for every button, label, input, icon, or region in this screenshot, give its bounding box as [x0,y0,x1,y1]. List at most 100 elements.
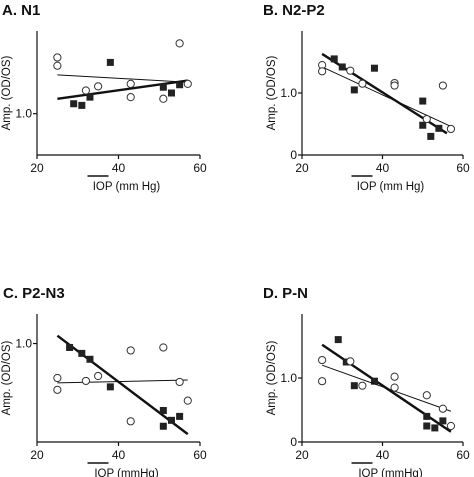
panel-label: B. N2-P2 [263,2,325,19]
x-axis-label: IOP (mm Hg) [357,181,425,193]
panel-c-p2-n3: C. P2-N3 20 40 60 1.0 IOP (mmHg) Amp. (OD/OS) [1,285,207,477]
data-point-square [334,336,342,344]
data-point-circle [446,421,456,431]
data-point-circle [438,404,447,413]
data-point-circle [390,372,399,381]
fit-line-open [57,74,188,83]
data-point-square [435,124,443,132]
data-point-circle [346,357,355,366]
data-point-square [86,93,94,101]
data-point-square [423,422,431,430]
y-axis-label: Amp. (OD/OS) [1,55,13,130]
data-point-square [106,383,114,391]
x-axis-label: IOP (mmHg) [358,468,422,477]
x-axis-label: IOP (mmHg) [94,468,158,477]
data-point-circle [438,81,447,90]
data-point-circle [159,343,168,352]
panel-label: A. N1 [2,2,40,19]
fit-line-open [321,364,452,412]
data-point-square [176,81,184,89]
data-point-square [370,377,378,385]
data-point-square [106,58,114,66]
x-tick-label: 60 [456,448,470,462]
data-point-circle [358,381,367,390]
data-point-square [427,132,435,140]
data-point-square [78,349,86,357]
data-point-circle [126,79,135,89]
data-point-circle [175,39,184,48]
data-point-square [350,86,358,94]
fit-line-filled [57,79,188,100]
x-tick-label: 20 [295,161,309,175]
x-tick-label: 40 [112,448,126,462]
data-point-circle [358,79,367,88]
data-point-square [159,422,167,430]
x-tick-label: 20 [295,448,309,462]
data-point-circle [81,86,91,95]
data-point-circle [94,371,103,381]
data-point-square [167,416,175,424]
x-tick-label: 40 [112,161,126,175]
x-axis-label: IOP (mm Hg) [93,181,161,193]
data-point-square [423,412,431,420]
data-point-square [419,121,427,129]
fit-line-open [57,379,188,384]
x-tick-label: 20 [30,448,44,462]
data-point-circle [53,53,62,62]
x-tick-label: 20 [30,161,44,175]
data-point-circle [126,93,135,102]
data-point-circle [175,377,184,387]
data-point-circle [53,373,62,383]
y-axis-label: Amp. (OD/OS) [266,55,278,130]
data-point-square [176,412,184,420]
data-point-circle [81,376,91,386]
y-axis-label: Amp. (OD/OS) [1,340,13,415]
data-point-square [159,406,167,414]
data-point-circle [390,383,399,392]
data-point-circle [53,61,62,70]
data-point-square [86,355,94,363]
x-tick-label: 60 [456,161,470,175]
data-point-circle [390,81,399,90]
data-point-circle [126,417,135,426]
data-point-circle [346,66,355,75]
data-point-circle [126,346,135,355]
data-point-square [159,83,167,91]
data-point-square [70,100,78,108]
data-point-square [419,97,427,105]
data-point-square [78,101,86,109]
panel-d-p-n: D. P-N 20 40 60 0 1.0 IOP (mmHg) Amp. (OD/OS) [263,285,470,477]
data-point-square [350,382,358,390]
data-point-circle [183,79,192,89]
data-point-square [167,89,175,97]
panel-label: D. P-N [263,285,308,302]
data-point-circle [422,391,431,400]
y-tick-label: 0 [290,435,297,449]
y-tick-label: 1.0 [280,371,297,385]
data-point-square [338,63,346,71]
data-point-square [431,424,439,432]
x-tick-label: 40 [376,161,390,175]
data-point-circle [53,385,62,394]
panel-b-n2-p2: B. N2-P2 20 40 60 0 1.0 IOP (mm Hg) Amp. (OD/OS… [263,2,470,193]
data-point-square [330,55,338,63]
fit-line-open [321,66,452,127]
data-point-square [439,417,447,425]
x-tick-label: 60 [193,448,207,462]
data-point-square [370,64,378,72]
y-axis-label: Amp. (OD/OS) [266,340,278,415]
y-tick-label: 1.0 [280,86,297,100]
data-point-circle [183,396,192,405]
data-point-circle [159,94,168,103]
data-point-circle [318,67,327,76]
y-tick-label: 0 [290,148,297,162]
x-tick-label: 60 [193,161,207,175]
x-tick-label: 40 [376,448,390,462]
y-tick-label: 1.0 [15,337,32,351]
data-point-square [66,343,74,351]
data-point-circle [422,114,431,124]
data-point-circle [94,82,103,91]
data-point-circle [446,124,456,134]
data-point-circle [318,355,327,365]
